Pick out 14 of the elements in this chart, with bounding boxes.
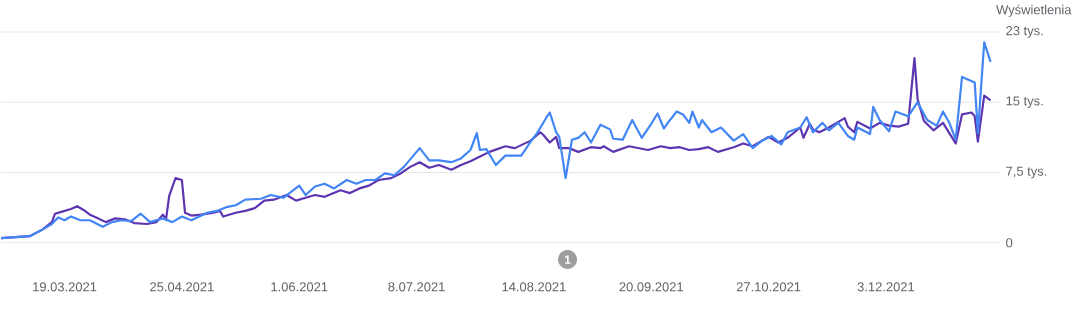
y-tick-label: 0 xyxy=(1006,238,1013,248)
x-tick-label: 20.09.2021 xyxy=(619,282,683,292)
text: 1 xyxy=(564,255,571,264)
x-tick-label: 27.10.2021 xyxy=(736,282,801,292)
y-tick-label: 15 tys. xyxy=(1006,96,1043,109)
x-tick-label: 25.04.2021 xyxy=(150,282,214,292)
x-tick-label: 19.03.2021 xyxy=(33,282,97,292)
y-tick-label: 23 tys. xyxy=(1006,26,1043,38)
x-tick-label: 1.06.2021 xyxy=(271,282,328,292)
x-tick-label: 3.12.2021 xyxy=(857,282,915,292)
x-tick-label: 14.08.2021 xyxy=(502,282,566,292)
y-tick-label: 7,5 tys. xyxy=(1006,166,1047,179)
y-axis-title: Wyświetlenia xyxy=(996,4,1072,18)
x-tick-label: 8.07.2021 xyxy=(388,282,445,292)
